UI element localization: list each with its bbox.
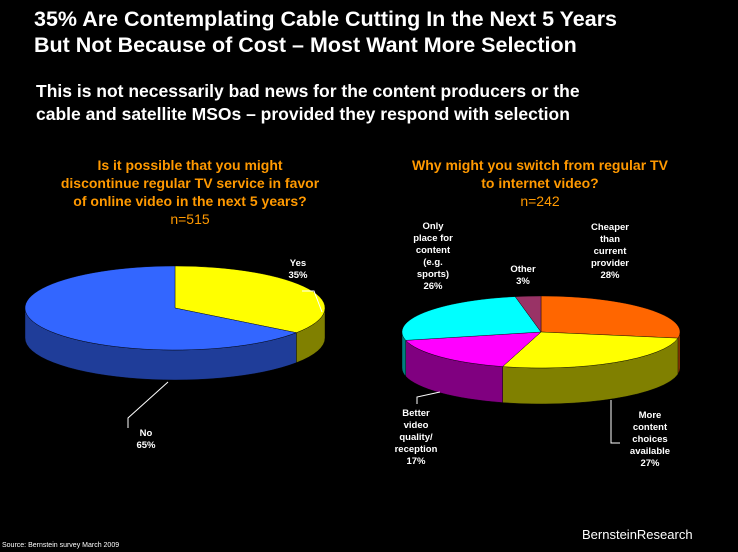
pie-slice-no xyxy=(24,265,298,351)
label-pct: 27% xyxy=(640,458,660,469)
label-text: Cheaper xyxy=(590,222,629,233)
question-line: of online video in the next 5 years? xyxy=(73,193,307,209)
label-pct: 65% xyxy=(136,440,156,451)
label-text: video xyxy=(403,420,429,431)
question-line: Is it possible that you might xyxy=(97,157,283,173)
label-text: sports) xyxy=(416,269,450,280)
label-text: Other xyxy=(510,264,536,275)
pie-slice-yes xyxy=(174,265,326,333)
leader-line-no xyxy=(127,381,169,428)
brand-logo: BernsteinResearch xyxy=(582,527,693,542)
label-only-place: Only place for content (e.g. sports) 26% xyxy=(408,221,458,293)
label-more-content: More content choices available 27% xyxy=(615,410,685,470)
title-line: 35% Are Contemplating Cable Cutting In t… xyxy=(34,7,618,31)
left-pie xyxy=(24,265,326,381)
label-text: Only xyxy=(422,221,444,232)
title-line: But Not Because of Cost – Most Want More… xyxy=(34,33,577,57)
label-text: Yes xyxy=(289,258,307,269)
label-text: Better xyxy=(402,408,430,419)
label-pct: 26% xyxy=(423,281,443,292)
source-note: Source: Bernstein survey March 2009 xyxy=(2,542,120,549)
subtitle-line: cable and satellite MSOs – provided they… xyxy=(36,104,570,124)
pie-slice-other xyxy=(514,295,542,333)
label-pct: 28% xyxy=(600,270,620,281)
label-text: content xyxy=(415,245,451,256)
label-text: current xyxy=(593,246,627,257)
pie-slice-only-place-for-content-e-g-sports- xyxy=(401,296,542,341)
label-text: available xyxy=(629,446,671,457)
label-text: (e.g. xyxy=(423,257,443,268)
label-pct: 3% xyxy=(516,276,530,287)
label-text: content xyxy=(632,422,668,433)
pie-slice-better-video-quality-reception xyxy=(405,331,542,367)
leader-lines xyxy=(127,290,620,444)
leader-line-more xyxy=(610,400,620,444)
pie-slice-cheaper-than-current-provider xyxy=(540,295,681,339)
left-chart-title: Is it possible that you might discontinu… xyxy=(40,156,340,228)
sample-size: n=515 xyxy=(170,211,210,227)
label-text: than xyxy=(599,234,621,245)
label-other: Other 3% xyxy=(508,264,538,288)
label-text: reception xyxy=(394,444,438,455)
label-text: choices xyxy=(632,434,668,445)
label-pct: 35% xyxy=(288,270,308,281)
subtitle-line: This is not necessarily bad news for the… xyxy=(36,81,580,101)
right-chart-title: Why might you switch from regular TV to … xyxy=(390,156,690,210)
right-pie xyxy=(401,295,681,405)
label-better-video: Better video quality/ reception 17% xyxy=(386,408,446,468)
label-pct: 17% xyxy=(406,456,426,467)
label-text: place for xyxy=(413,233,453,244)
question-line: discontinue regular TV service in favor xyxy=(60,175,320,191)
label-text: provider xyxy=(590,258,629,269)
label-cheaper: Cheaper than current provider 28% xyxy=(575,222,645,282)
leader-line-better xyxy=(416,391,441,404)
leader-line-yes xyxy=(302,290,323,313)
question-line: Why might you switch from regular TV xyxy=(412,157,668,173)
label-text: quality/ xyxy=(399,432,433,443)
label-text: No xyxy=(139,428,153,439)
label-yes: Yes 35% xyxy=(278,258,318,282)
label-no: No 65% xyxy=(126,428,166,452)
pie-slice-more-content-choices-available xyxy=(502,331,679,369)
pie-side-cheaper-than-current-provider xyxy=(677,331,681,375)
slide-subtitle: This is not necessarily bad news for the… xyxy=(36,80,580,126)
slide-title: 35% Are Contemplating Cable Cutting In t… xyxy=(34,6,617,58)
question-line: to internet video? xyxy=(481,175,599,191)
sample-size: n=242 xyxy=(520,193,560,209)
label-text: More xyxy=(638,410,662,421)
